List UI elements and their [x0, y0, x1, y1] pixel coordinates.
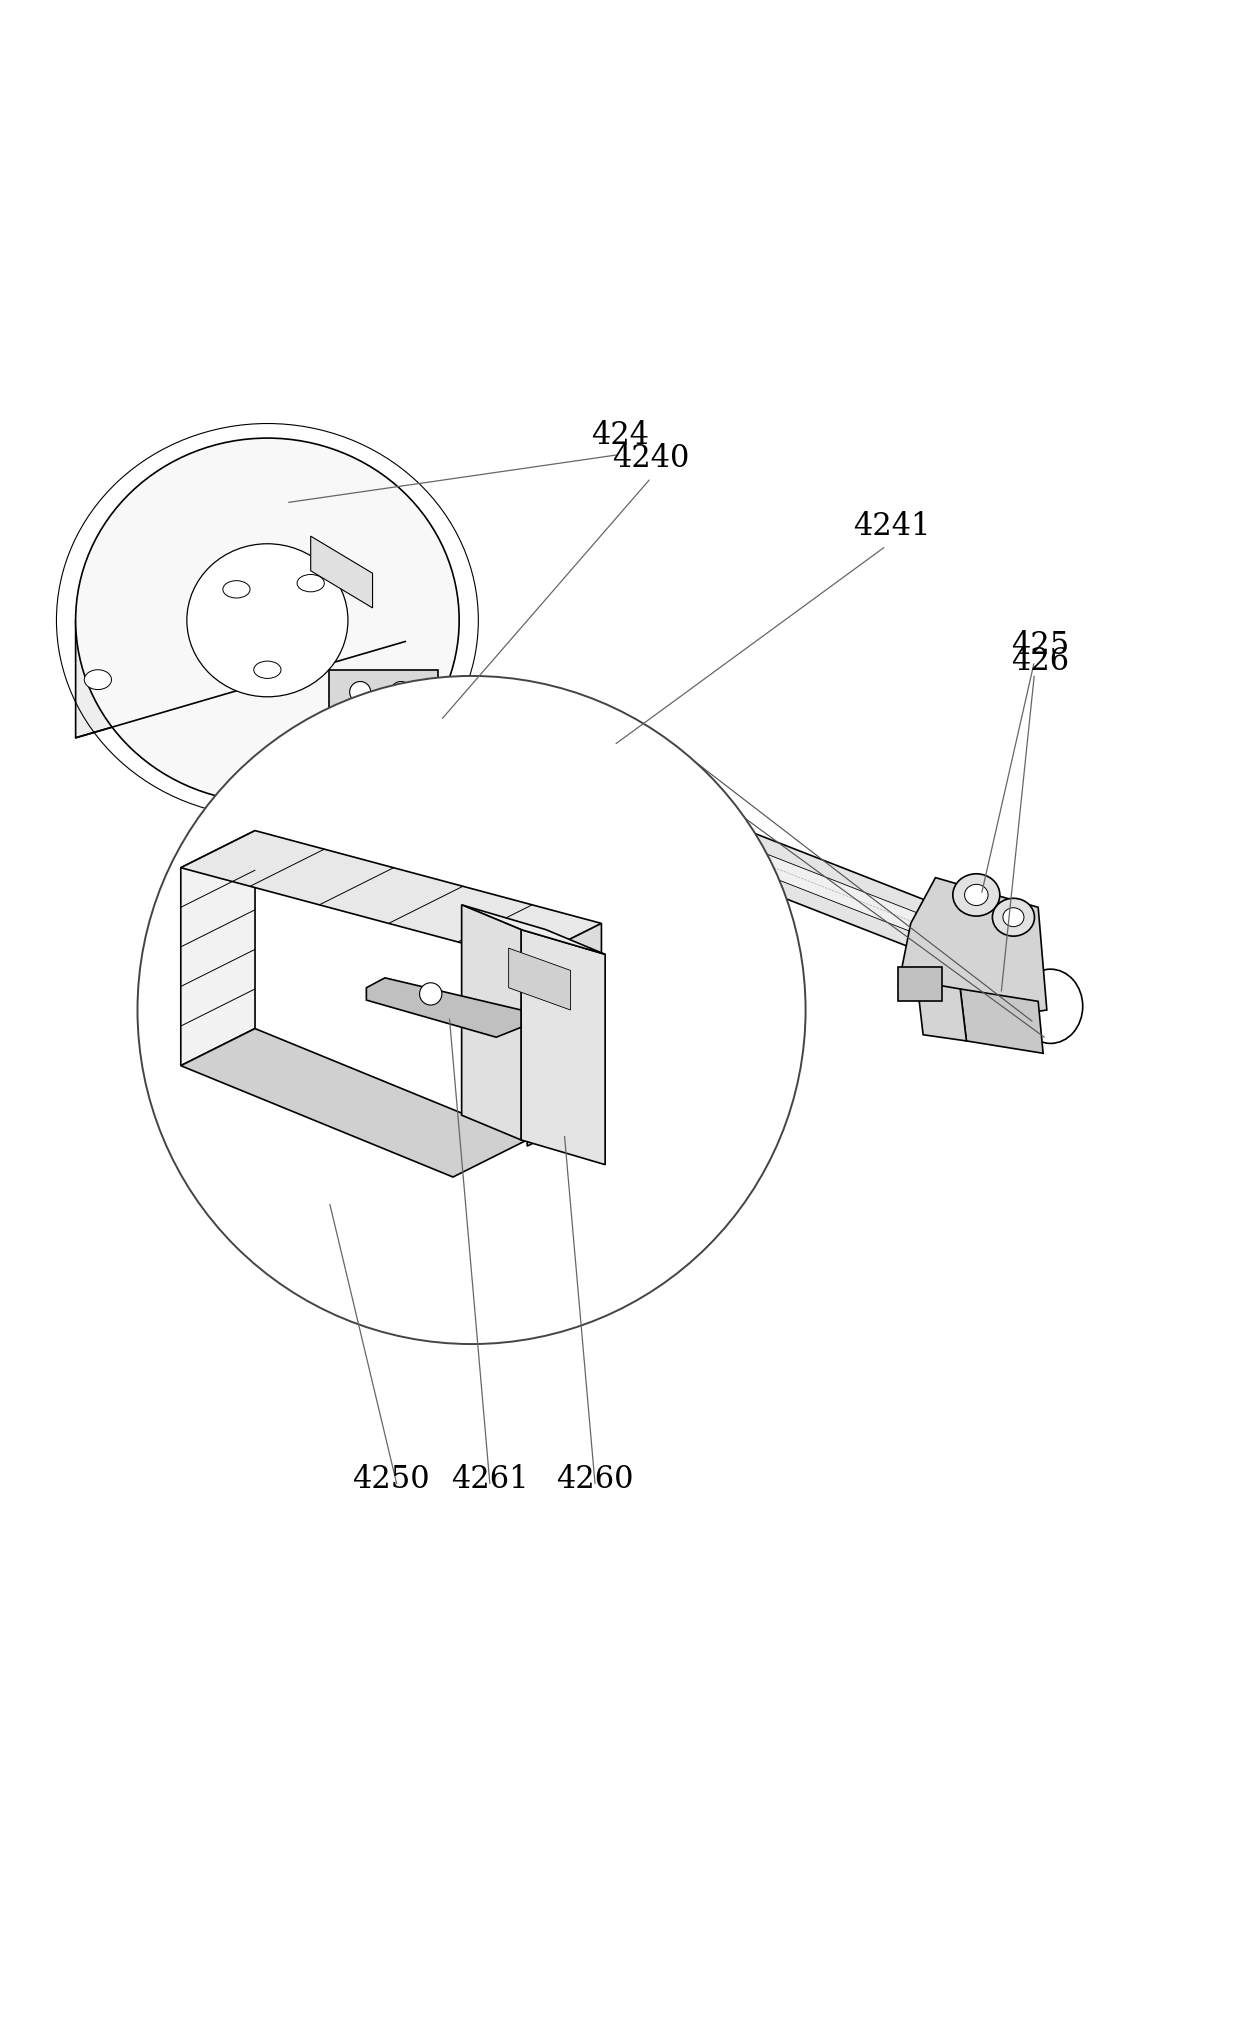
Circle shape [391, 719, 412, 739]
Polygon shape [461, 905, 605, 953]
Text: 425: 425 [1012, 630, 1070, 661]
Polygon shape [461, 905, 521, 1139]
Polygon shape [527, 923, 601, 1145]
Ellipse shape [965, 885, 988, 905]
Polygon shape [330, 671, 438, 770]
Text: 4240: 4240 [613, 442, 689, 475]
Ellipse shape [1018, 970, 1083, 1044]
Text: 424: 424 [591, 420, 649, 450]
Ellipse shape [223, 580, 250, 598]
Polygon shape [960, 990, 1043, 1052]
Text: 4241: 4241 [853, 511, 931, 541]
Ellipse shape [84, 671, 112, 689]
Polygon shape [181, 830, 255, 1067]
Polygon shape [916, 982, 966, 1040]
Circle shape [391, 681, 412, 703]
Circle shape [350, 719, 371, 739]
Ellipse shape [665, 830, 699, 848]
Polygon shape [76, 523, 405, 737]
Polygon shape [898, 877, 1047, 1022]
Polygon shape [366, 978, 521, 1036]
Polygon shape [521, 929, 605, 1166]
Polygon shape [370, 701, 920, 933]
Ellipse shape [992, 899, 1034, 935]
Circle shape [419, 984, 441, 1006]
Text: 4250: 4250 [352, 1464, 430, 1495]
Circle shape [138, 677, 806, 1343]
Ellipse shape [187, 543, 348, 697]
Polygon shape [311, 535, 372, 608]
Text: 4261: 4261 [451, 1464, 529, 1495]
Polygon shape [508, 947, 570, 1010]
Polygon shape [898, 968, 941, 1002]
Text: 4260: 4260 [557, 1464, 634, 1495]
Ellipse shape [298, 574, 325, 592]
Polygon shape [363, 687, 926, 947]
Ellipse shape [1003, 907, 1024, 927]
Ellipse shape [76, 438, 459, 802]
Polygon shape [181, 830, 601, 962]
Text: 426: 426 [1012, 646, 1070, 677]
Polygon shape [181, 1028, 527, 1178]
Circle shape [350, 681, 371, 703]
Ellipse shape [254, 661, 281, 679]
Ellipse shape [952, 875, 999, 917]
